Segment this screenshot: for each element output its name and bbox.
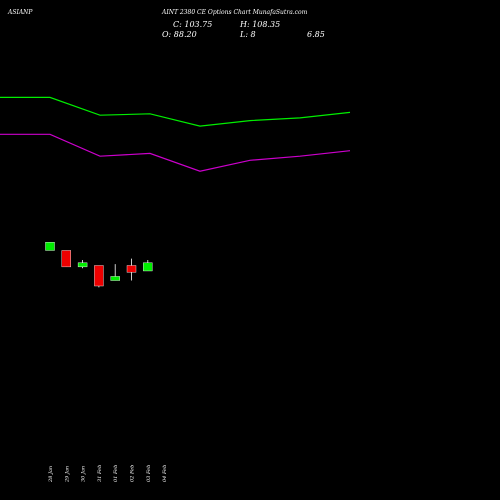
- chart-title: AINT 2380 CE Options Chart MunafaSutra.c…: [162, 9, 308, 16]
- x-tick-label: 03 Feb: [146, 465, 152, 482]
- x-tick-label: 30 Jan: [81, 466, 87, 482]
- candle-body: [94, 265, 104, 287]
- indicator-line-1: [0, 96, 351, 127]
- x-axis-ticks: 28 Jan 29 Jan 30 Jan 31 Feb 01 Feb 02 Feb 03 F…: [48, 465, 168, 483]
- candle-body: [126, 265, 137, 273]
- x-tick-label: 29 Jan: [64, 466, 70, 483]
- extra-value: 6.85: [307, 30, 325, 39]
- x-tick-label: 28 Jan: [48, 466, 54, 483]
- x-tick-label: 31 Feb: [97, 465, 103, 482]
- open-value: O: 88.20: [162, 30, 197, 39]
- candle-body: [77, 262, 88, 268]
- x-tick-label: 04 Feb: [162, 465, 168, 482]
- candle-body: [61, 250, 71, 268]
- low-value: L: 8: [240, 30, 256, 39]
- high-value: H: 108.35: [240, 20, 281, 29]
- x-tick-label: 01 Feb: [113, 465, 119, 482]
- close-value: C: 103.75: [173, 20, 213, 29]
- candle-body: [110, 276, 120, 281]
- candle-body: [45, 242, 55, 251]
- x-tick-label: 02 Feb: [130, 465, 136, 482]
- ohlc-readout: C: 103.75 H: 108.35 O: 88.20 L: 8 6.85: [0, 0, 500, 60]
- candlesticks: [45, 242, 153, 288]
- indicator-lines: [0, 96, 351, 172]
- symbol-label: ASIANP: [8, 9, 33, 16]
- candle-body: [143, 262, 153, 272]
- indicator-line-2: [0, 133, 351, 172]
